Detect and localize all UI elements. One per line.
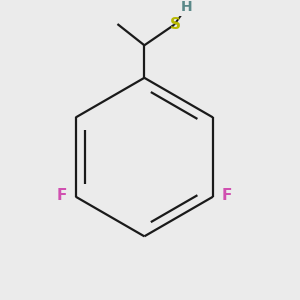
Text: S: S [170, 17, 181, 32]
Text: F: F [57, 188, 67, 203]
Text: H: H [180, 0, 192, 14]
Text: F: F [221, 188, 232, 203]
